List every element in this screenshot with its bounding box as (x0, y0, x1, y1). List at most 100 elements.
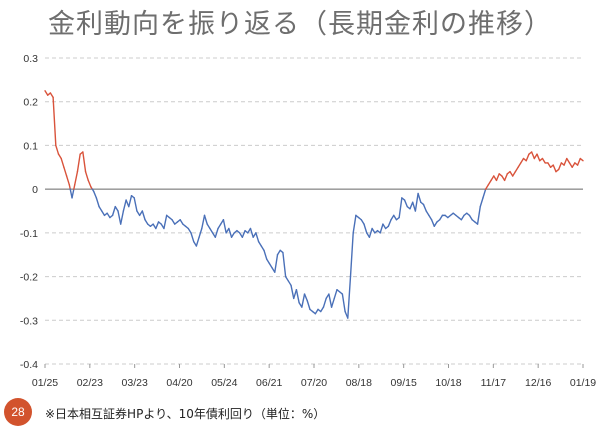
series-segment (482, 188, 487, 199)
series-segment (571, 162, 576, 168)
series-segment (290, 284, 295, 300)
source-note: ※日本相互証券HPより、10年債利回り（単位：%） (45, 407, 326, 421)
series-segment (122, 199, 127, 212)
series-segment (249, 227, 254, 238)
series-segment (568, 162, 573, 168)
series-segment (82, 151, 87, 173)
x-tick-label: 07/20 (301, 377, 327, 389)
series-segment (128, 194, 133, 208)
page-number-badge: 28 (4, 398, 32, 426)
series-segment (187, 227, 192, 234)
series-segment (425, 210, 430, 217)
x-tick-label: 08/18 (346, 377, 372, 389)
series-segment (422, 203, 427, 212)
series-segment (390, 214, 395, 221)
series-segment (563, 157, 568, 166)
series-segment (73, 184, 76, 190)
series-segment (576, 157, 581, 166)
series-segment (44, 90, 49, 96)
series-segment (530, 151, 536, 160)
series-segment (352, 214, 357, 234)
series-segment (512, 170, 517, 177)
series-segment (52, 96, 57, 147)
series-segment (84, 170, 89, 182)
series-segment (195, 236, 200, 247)
series-segment (322, 297, 327, 308)
series-segment (468, 214, 473, 221)
x-axis-ticks: 01/25 02/23 03/23 04/20 05/24 06/21 07/20 08/18… (32, 364, 596, 389)
series-segment (276, 249, 281, 256)
series-segment (368, 227, 373, 238)
y-tick-label: -0.3 (20, 315, 38, 327)
series-segment (398, 197, 403, 219)
series-segment (136, 210, 141, 217)
y-tick-label: 0.1 (23, 140, 38, 152)
series-segment (328, 293, 333, 308)
series-segment (63, 166, 68, 177)
series-segment (306, 299, 311, 311)
series-segment (333, 288, 338, 300)
series-segment (433, 221, 438, 228)
series-segment (484, 184, 490, 190)
series-segment (217, 223, 222, 230)
series-segment (60, 157, 65, 168)
series-segment (439, 214, 444, 221)
y-tick-label: -0.1 (20, 228, 38, 240)
series-segment (382, 223, 387, 230)
series-segment (320, 306, 325, 313)
series-segment (430, 219, 436, 228)
series-segment (547, 162, 552, 168)
series-segment (284, 275, 290, 282)
yield-series (44, 90, 584, 319)
series-segment (95, 197, 100, 208)
series-segment (393, 214, 398, 221)
series-segment (349, 232, 354, 278)
series-segment (387, 219, 392, 228)
series-segment (282, 251, 287, 278)
series-segment (106, 212, 111, 219)
series-segment (566, 157, 571, 164)
y-tick-label: 0.3 (23, 53, 38, 65)
y-tick-label: -0.4 (20, 359, 38, 371)
series-segment (222, 219, 227, 234)
series-segment (379, 223, 384, 234)
series-segment (241, 229, 246, 238)
grid-lines (45, 57, 583, 365)
x-tick-label: 10/18 (435, 377, 461, 389)
series-segment (552, 164, 557, 173)
series-segment (476, 205, 481, 225)
series-segment (163, 214, 168, 230)
series-segment (198, 227, 203, 238)
series-segment (274, 254, 279, 273)
series-segment (87, 179, 92, 188)
series-segment (514, 166, 519, 173)
series-segment (487, 179, 492, 186)
series-segment (111, 205, 116, 217)
series-segment (255, 232, 260, 243)
series-segment (55, 144, 60, 155)
series-segment (557, 162, 563, 171)
series-segment (301, 293, 306, 308)
series-segment (76, 153, 81, 173)
series-segment (314, 308, 319, 315)
series-segment (293, 288, 298, 300)
series-segment (214, 227, 219, 238)
x-tick-label: 11/17 (481, 377, 507, 389)
series-segment (268, 262, 273, 269)
series-segment (360, 219, 365, 225)
y-tick-label: -0.2 (20, 272, 38, 284)
series-segment (133, 197, 138, 212)
x-tick-label: 06/21 (256, 377, 282, 389)
slide-title: 金利動向を振り返る（長期金利の推移） (48, 9, 552, 40)
series-segment (155, 221, 160, 230)
series-segment (119, 210, 125, 225)
series-segment (330, 297, 335, 308)
series-segment (287, 280, 292, 287)
series-segment (257, 240, 262, 247)
series-segment (403, 199, 408, 208)
series-segment (265, 258, 271, 265)
series-segment (417, 192, 422, 203)
series-segment (230, 232, 235, 238)
series-segment (295, 288, 300, 304)
